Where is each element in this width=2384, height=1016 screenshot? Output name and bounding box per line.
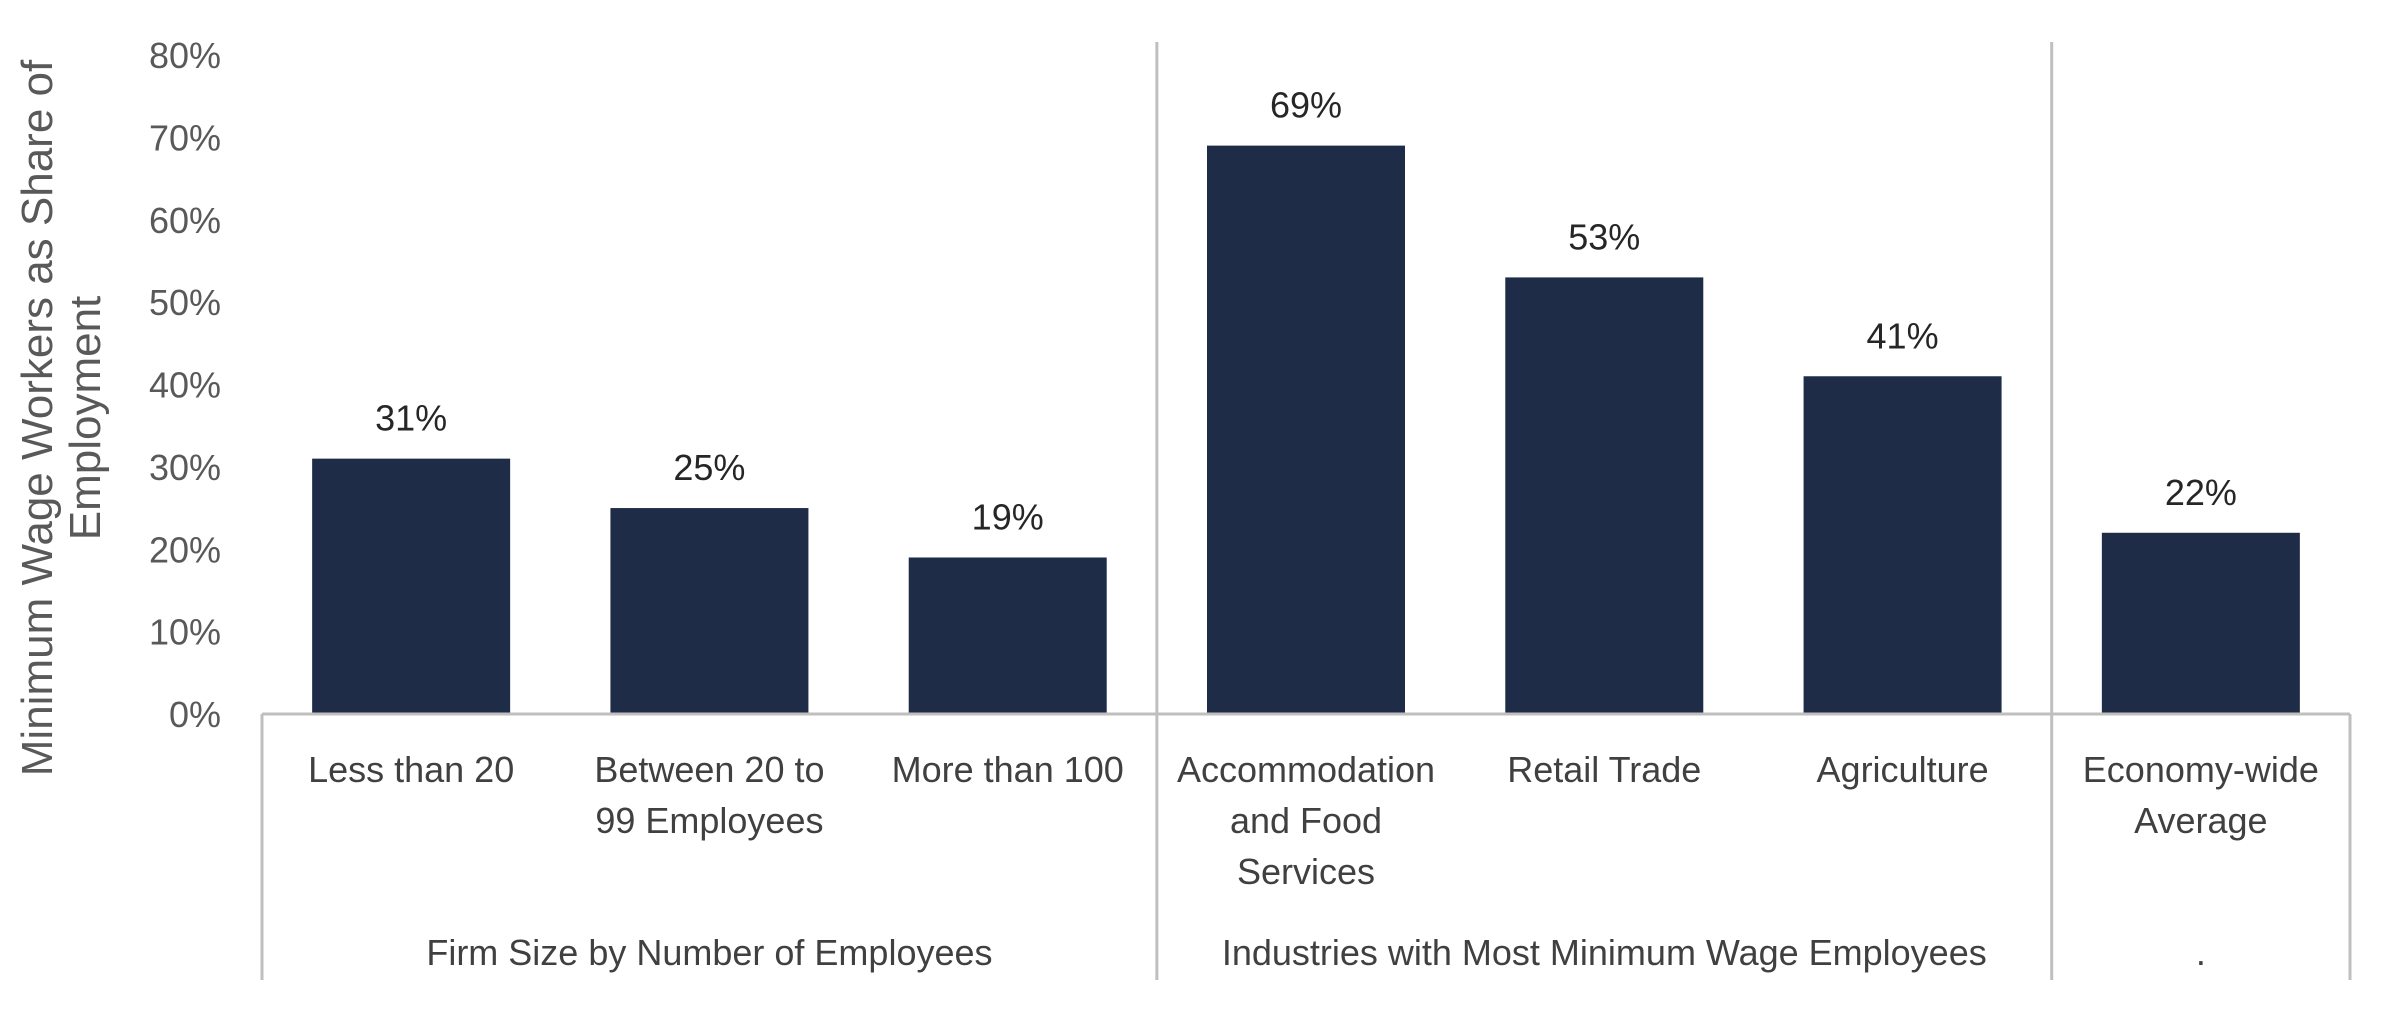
group-label: Industries with Most Minimum Wage Employ… xyxy=(1222,932,1987,973)
bar xyxy=(312,458,511,714)
y-tick-label: 10% xyxy=(149,612,221,653)
y-tick-label: 30% xyxy=(149,447,221,488)
y-tick-label: 70% xyxy=(149,117,221,158)
bar xyxy=(908,557,1107,714)
bar xyxy=(2101,532,2300,714)
y-tick-label: 60% xyxy=(149,200,221,241)
y-tick-label: 0% xyxy=(169,694,221,735)
bar xyxy=(610,508,809,714)
category-label-line: Retail Trade xyxy=(1507,749,1701,790)
category-label-line: and Food xyxy=(1230,800,1382,841)
y-tick-label: 20% xyxy=(149,529,221,570)
group-labels: Firm Size by Number of Employees Industri… xyxy=(426,932,2206,973)
y-axis-title: Minimum Wage Workers as Share ofEmployme… xyxy=(13,59,110,776)
group-label: . xyxy=(2196,932,2206,973)
data-label: 41% xyxy=(1867,315,1939,356)
category-label-line: Services xyxy=(1237,851,1375,892)
y-axis-title-text: Minimum Wage Workers as Share ofEmployme… xyxy=(13,59,110,776)
category-label-line: Accommodation xyxy=(1177,749,1435,790)
category-labels: Less than 20 Between 20 to 99 Employees Mor… xyxy=(308,749,2319,892)
bars xyxy=(312,145,2300,715)
y-axis-title-line: Minimum Wage Workers as Share of xyxy=(13,59,62,776)
category-label: Economy-wide Average xyxy=(2083,749,2319,841)
category-label-line: More than 100 xyxy=(892,749,1124,790)
data-label: 53% xyxy=(1568,216,1640,257)
category-label-line: 99 Employees xyxy=(595,800,823,841)
category-label-line: Average xyxy=(2134,800,2267,841)
y-axis-title-line: Employment xyxy=(61,296,110,541)
category-label-line: Less than 20 xyxy=(308,749,514,790)
group-label: Firm Size by Number of Employees xyxy=(426,932,992,973)
category-label-line: Economy-wide xyxy=(2083,749,2319,790)
data-label: 19% xyxy=(972,496,1044,537)
category-label-line: Agriculture xyxy=(1817,749,1989,790)
bar xyxy=(1803,376,2002,714)
data-labels: 31% 25% 19% 69% 53% 41% 22% xyxy=(375,85,2237,538)
category-label: More than 100 xyxy=(892,749,1124,790)
category-label: Between 20 to 99 Employees xyxy=(594,749,824,841)
data-label: 22% xyxy=(2165,472,2237,513)
data-label: 25% xyxy=(673,447,745,488)
data-label: 69% xyxy=(1270,85,1342,126)
y-tick-label: 80% xyxy=(149,35,221,76)
category-label: Retail Trade xyxy=(1507,749,1701,790)
y-tick-label: 40% xyxy=(149,365,221,406)
bar xyxy=(1207,145,1405,715)
y-tick-label: 50% xyxy=(149,282,221,323)
y-axis-tick-labels: 0% 10% 20% 30% 40% 50% 60% 70% 80% xyxy=(149,35,221,735)
category-label: Agriculture xyxy=(1817,749,1989,790)
category-label-line: Between 20 to xyxy=(594,749,824,790)
category-label: Accommodation and Food Services xyxy=(1177,749,1435,892)
data-label: 31% xyxy=(375,398,447,439)
bar xyxy=(1505,277,1704,714)
category-label: Less than 20 xyxy=(308,749,514,790)
axes xyxy=(260,42,2352,980)
